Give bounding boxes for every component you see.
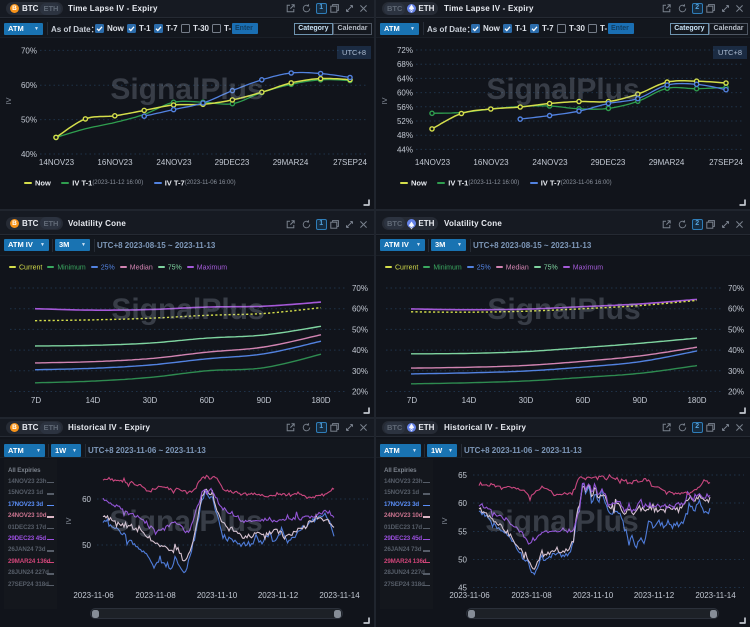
- svg-text:16NOV23: 16NOV23: [97, 158, 133, 167]
- svg-text:52%: 52%: [397, 117, 413, 126]
- svg-text:55: 55: [458, 528, 467, 537]
- svg-text:29DEC23: 29DEC23: [591, 158, 626, 167]
- svg-text:24NOV23: 24NOV23: [532, 158, 568, 167]
- svg-text:30D: 30D: [519, 396, 534, 405]
- svg-text:IV: IV: [380, 97, 389, 104]
- svg-text:2023-11-14: 2023-11-14: [319, 591, 360, 600]
- svg-text:29DEC23: 29DEC23: [215, 158, 250, 167]
- svg-text:2023-11-06: 2023-11-06: [73, 591, 114, 600]
- svg-text:24NOV23: 24NOV23: [156, 158, 192, 167]
- svg-text:27SEP24: 27SEP24: [709, 158, 743, 167]
- svg-text:90D: 90D: [257, 396, 272, 405]
- svg-text:70%: 70%: [728, 284, 744, 293]
- svg-text:14D: 14D: [86, 396, 101, 405]
- svg-text:60D: 60D: [576, 396, 591, 405]
- svg-text:2023-11-10: 2023-11-10: [573, 591, 614, 600]
- svg-text:7D: 7D: [407, 396, 417, 405]
- svg-text:65: 65: [458, 471, 467, 480]
- svg-text:60: 60: [82, 495, 91, 504]
- svg-text:44%: 44%: [397, 145, 413, 154]
- svg-text:40%: 40%: [21, 150, 37, 159]
- svg-text:60: 60: [458, 499, 467, 508]
- svg-text:60%: 60%: [728, 305, 744, 314]
- svg-text:7D: 7D: [31, 396, 41, 405]
- svg-text:60%: 60%: [397, 89, 413, 98]
- svg-text:70%: 70%: [21, 46, 37, 55]
- svg-text:14D: 14D: [462, 396, 477, 405]
- svg-text:50: 50: [458, 556, 467, 565]
- svg-text:29MAR24: 29MAR24: [273, 158, 309, 167]
- svg-text:40%: 40%: [728, 346, 744, 355]
- svg-text:16NOV23: 16NOV23: [473, 158, 509, 167]
- svg-text:40%: 40%: [352, 346, 368, 355]
- svg-text:70%: 70%: [352, 284, 368, 293]
- svg-text:60%: 60%: [21, 81, 37, 90]
- svg-text:180D: 180D: [687, 396, 706, 405]
- svg-text:2023-11-08: 2023-11-08: [511, 591, 552, 600]
- svg-text:45: 45: [458, 584, 467, 593]
- svg-text:27SEP24: 27SEP24: [333, 158, 367, 167]
- svg-text:2023-11-08: 2023-11-08: [135, 591, 176, 600]
- svg-text:30D: 30D: [143, 396, 158, 405]
- svg-text:30%: 30%: [352, 367, 368, 376]
- svg-text:48%: 48%: [397, 131, 413, 140]
- svg-text:60D: 60D: [200, 396, 215, 405]
- svg-text:IV: IV: [440, 517, 449, 524]
- svg-text:2023-11-06: 2023-11-06: [449, 591, 490, 600]
- svg-text:30%: 30%: [728, 367, 744, 376]
- svg-text:2023-11-10: 2023-11-10: [197, 591, 238, 600]
- svg-text:20%: 20%: [352, 388, 368, 397]
- svg-text:50%: 50%: [728, 325, 744, 334]
- svg-text:56%: 56%: [397, 103, 413, 112]
- svg-text:72%: 72%: [397, 46, 413, 55]
- svg-text:14NOV23: 14NOV23: [39, 158, 75, 167]
- svg-text:60%: 60%: [352, 305, 368, 314]
- svg-text:50%: 50%: [21, 116, 37, 125]
- svg-text:20%: 20%: [728, 388, 744, 397]
- svg-text:90D: 90D: [633, 396, 648, 405]
- svg-text:2023-11-14: 2023-11-14: [695, 591, 736, 600]
- svg-text:68%: 68%: [397, 60, 413, 69]
- svg-text:180D: 180D: [311, 396, 330, 405]
- svg-text:29MAR24: 29MAR24: [649, 158, 685, 167]
- svg-text:IV: IV: [64, 517, 73, 524]
- svg-text:14NOV23: 14NOV23: [415, 158, 451, 167]
- svg-text:2023-11-12: 2023-11-12: [258, 591, 299, 600]
- svg-text:50%: 50%: [352, 325, 368, 334]
- svg-text:2023-11-12: 2023-11-12: [634, 591, 675, 600]
- svg-text:64%: 64%: [397, 74, 413, 83]
- svg-text:50: 50: [82, 541, 91, 550]
- svg-text:IV: IV: [4, 97, 13, 104]
